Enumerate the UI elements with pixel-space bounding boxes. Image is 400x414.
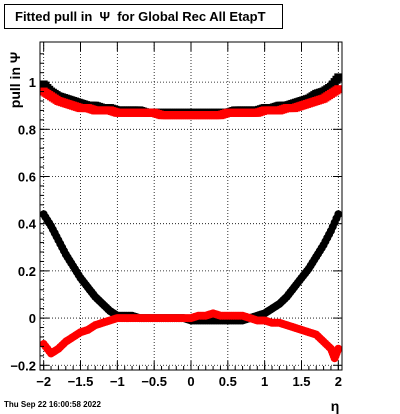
timestamp-footer: Thu Sep 22 16:00:58 2022 bbox=[4, 400, 101, 409]
y-axis-title: pull in Ψ bbox=[7, 52, 23, 108]
axis-ticks: −2 −1.5 −1 −0.5 0 0.5 1 1.5 2 −0.2 0 0.2 0.4 0.6 0.8 1 bbox=[10, 42, 342, 389]
chart-title: Fitted pull in Ψ for Global Rec All Etap… bbox=[4, 4, 283, 29]
data-marker-circle bbox=[334, 344, 343, 353]
x-tick-label: −1.5 bbox=[68, 374, 94, 389]
data-marker-circle bbox=[334, 210, 343, 219]
data-marker-square bbox=[334, 85, 343, 94]
x-tick-label: 1.5 bbox=[292, 374, 310, 389]
x-tick-label: 2 bbox=[335, 374, 342, 389]
x-axis-title: η bbox=[331, 398, 340, 414]
data-points bbox=[39, 73, 343, 363]
y-tick-label: 1 bbox=[29, 75, 36, 90]
y-tick-label: 0.8 bbox=[18, 122, 36, 137]
y-tick-label: −0.2 bbox=[10, 358, 36, 373]
y-tick-label: 0 bbox=[29, 311, 36, 326]
x-tick-label: 0 bbox=[187, 374, 194, 389]
x-tick-label: −0.5 bbox=[141, 374, 167, 389]
x-tick-label: −1 bbox=[110, 374, 125, 389]
data-marker-square bbox=[334, 73, 343, 82]
x-tick-label: 1 bbox=[261, 374, 268, 389]
x-tick-label: 0.5 bbox=[219, 374, 237, 389]
y-tick-label: 0.2 bbox=[18, 264, 36, 279]
y-tick-label: 0.4 bbox=[18, 217, 37, 232]
y-tick-label: 0.6 bbox=[18, 170, 36, 185]
x-tick-label: −2 bbox=[36, 374, 51, 389]
